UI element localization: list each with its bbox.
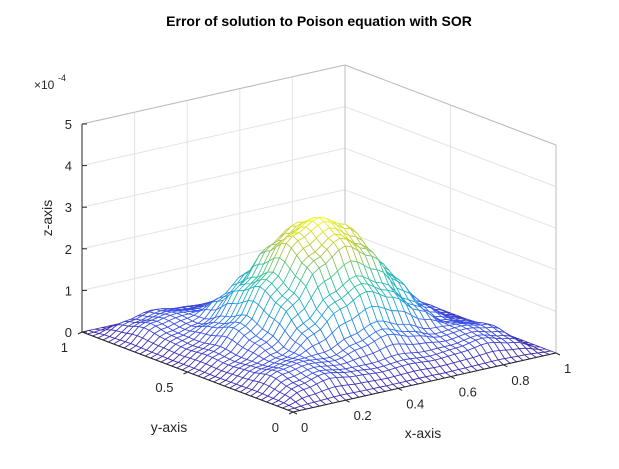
- z-tick-label: 0: [65, 325, 72, 340]
- z-axis-label: z-axis: [39, 200, 55, 237]
- x-tick-label: 0.2: [354, 408, 372, 423]
- y-tick-label: 1: [61, 340, 68, 355]
- z-tick-label: 5: [65, 117, 72, 132]
- y-tick-label: 0.5: [155, 380, 173, 395]
- z-tick-label: 4: [65, 159, 72, 174]
- x-axis-label: x-axis: [405, 425, 442, 441]
- z-scale-exponent: -4: [58, 73, 66, 83]
- z-tick-label: 2: [65, 242, 72, 257]
- y-tick-label: 0: [272, 420, 279, 435]
- y-axis-label: y-axis: [151, 419, 188, 435]
- x-tick-label: 0.8: [511, 373, 529, 388]
- x-tick-label: 1: [564, 361, 571, 376]
- chart-title: Error of solution to Poison equation wit…: [166, 13, 472, 29]
- x-tick-label: 0: [301, 420, 308, 435]
- x-tick-label: 0.4: [406, 396, 424, 411]
- z-tick-label: 1: [65, 283, 72, 298]
- z-tick-label: 3: [65, 200, 72, 215]
- x-tick-label: 0.6: [459, 385, 477, 400]
- z-scale-label: ×10: [34, 78, 55, 92]
